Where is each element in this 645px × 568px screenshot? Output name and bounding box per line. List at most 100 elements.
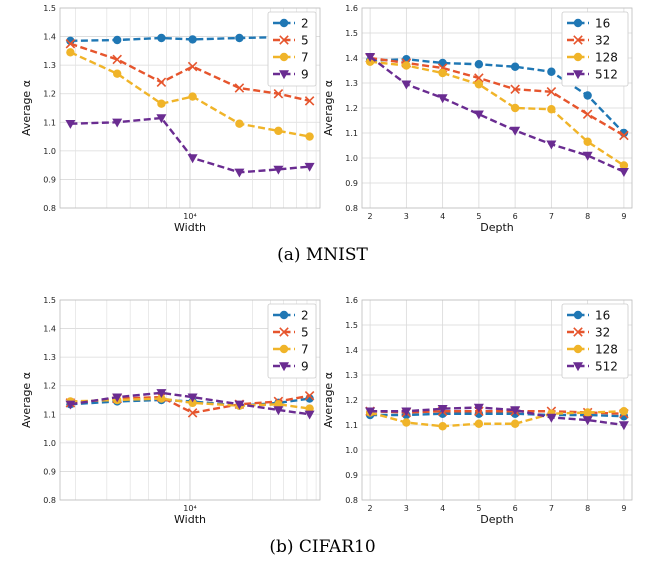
x-tick-label: 5: [476, 212, 481, 221]
data-point-128: [583, 408, 591, 416]
x-tick-label: 9: [621, 504, 626, 513]
caption-cifar10: (b) CIFAR10: [0, 537, 645, 557]
y-tick-label: 0.9: [43, 175, 56, 184]
legend-label-7: 7: [301, 51, 309, 65]
y-tick-label: 0.8: [345, 204, 358, 213]
y-tick-label: 1.3: [43, 353, 56, 362]
y-tick-label: 0.9: [345, 179, 358, 188]
data-point-16: [511, 63, 519, 71]
y-tick-label: 1.3: [345, 79, 358, 88]
legend-marker-16: [574, 311, 582, 319]
y-tick-label: 1.5: [43, 4, 56, 13]
chart-4: 0.8 0.9 1.0 1.1 1.2 1.3 1.4 1.5 1.6 2 3 4 5 6 7 8 9 Depth…: [322, 296, 632, 526]
x-tick-label: 7: [549, 212, 554, 221]
y-tick-label: 0.9: [345, 471, 358, 480]
x-tick-label: 8: [585, 504, 590, 513]
y-tick-label: 0.8: [43, 204, 56, 213]
x-axis-label: Width: [174, 221, 206, 234]
legend-label-2: 2: [301, 309, 309, 323]
data-point-128: [475, 80, 483, 88]
y-tick-label: 1.1: [345, 129, 358, 138]
legend-label-32: 32: [595, 34, 610, 48]
data-point-128: [511, 104, 519, 112]
y-tick-label: 0.8: [345, 496, 358, 505]
x-tick-label: 2: [368, 504, 373, 513]
legend-label-16: 16: [595, 309, 610, 323]
legend-label-16: 16: [595, 17, 610, 31]
data-point-2: [188, 35, 196, 43]
data-point-128: [402, 61, 410, 69]
data-point-128: [475, 420, 483, 428]
x-tick-label: 3: [404, 212, 409, 221]
y-tick-label: 1.2: [43, 90, 56, 99]
legend-marker-2: [280, 311, 288, 319]
legend-label-5: 5: [301, 326, 309, 340]
legend-label-2: 2: [301, 17, 309, 31]
data-point-128: [438, 422, 446, 430]
y-axis-label: Average α: [322, 80, 335, 136]
legend-label-512: 512: [595, 360, 618, 374]
legend-label-7: 7: [301, 343, 309, 357]
data-point-2: [113, 36, 121, 44]
data-point-7: [113, 70, 121, 78]
y-tick-label: 1.0: [345, 154, 358, 163]
y-tick-label: 1.3: [345, 371, 358, 380]
x-tick-label: 6: [513, 212, 518, 221]
y-tick-label: 1.4: [345, 346, 358, 355]
data-point-128: [402, 418, 410, 426]
data-point-128: [583, 138, 591, 146]
data-point-7: [66, 48, 74, 56]
data-point-7: [188, 92, 196, 100]
y-tick-label: 1.4: [345, 54, 358, 63]
y-axis-label: Average α: [20, 372, 33, 428]
legend-marker-128: [574, 345, 582, 353]
legend-label-9: 9: [301, 68, 309, 82]
chart-2: 0.8 0.9 1.0 1.1 1.2 1.3 1.4 1.5 1.6 2 3 4 5 6 7 8 9 Depth…: [322, 4, 632, 234]
y-tick-label: 1.2: [345, 104, 358, 113]
data-point-128: [438, 69, 446, 77]
legend-marker-128: [574, 53, 582, 61]
legend-marker-7: [280, 53, 288, 61]
legend-marker-16: [574, 19, 582, 27]
x-tick-label: 8: [585, 212, 590, 221]
y-axis-label: Average α: [20, 80, 33, 136]
y-tick-label: 0.8: [43, 496, 56, 505]
y-tick-label: 1.5: [43, 296, 56, 305]
y-tick-label: 1.1: [43, 410, 56, 419]
y-tick-label: 1.6: [345, 296, 358, 305]
x-tick-label: 4: [440, 504, 445, 513]
y-tick-label: 1.0: [43, 439, 56, 448]
data-point-7: [157, 100, 165, 108]
legend-marker-2: [280, 19, 288, 27]
x-tick-label: 5: [476, 504, 481, 513]
y-axis-label: Average α: [322, 372, 335, 428]
x-axis-label: Width: [174, 513, 206, 526]
x-tick-label: 10⁴: [183, 212, 196, 221]
y-tick-label: 1.1: [345, 421, 358, 430]
x-axis-label: Depth: [480, 221, 514, 234]
caption-mnist: (a) MNIST: [0, 245, 645, 265]
y-tick-label: 1.5: [345, 321, 358, 330]
data-point-16: [547, 68, 555, 76]
y-tick-label: 1.4: [43, 325, 56, 334]
legend-marker-7: [280, 345, 288, 353]
x-tick-label: 3: [404, 504, 409, 513]
data-point-128: [511, 420, 519, 428]
x-tick-label: 10⁴: [183, 504, 196, 513]
legend-label-128: 128: [595, 343, 618, 357]
x-tick-label: 2: [368, 212, 373, 221]
x-tick-label: 9: [621, 212, 626, 221]
y-tick-label: 1.6: [345, 4, 358, 13]
y-tick-label: 0.9: [43, 467, 56, 476]
x-tick-label: 6: [513, 504, 518, 513]
legend-label-128: 128: [595, 51, 618, 65]
data-point-7: [235, 120, 243, 128]
data-point-7: [274, 127, 282, 135]
y-tick-label: 1.3: [43, 61, 56, 70]
y-tick-label: 1.4: [43, 33, 56, 42]
data-point-16: [583, 91, 591, 99]
x-tick-label: 7: [549, 504, 554, 513]
